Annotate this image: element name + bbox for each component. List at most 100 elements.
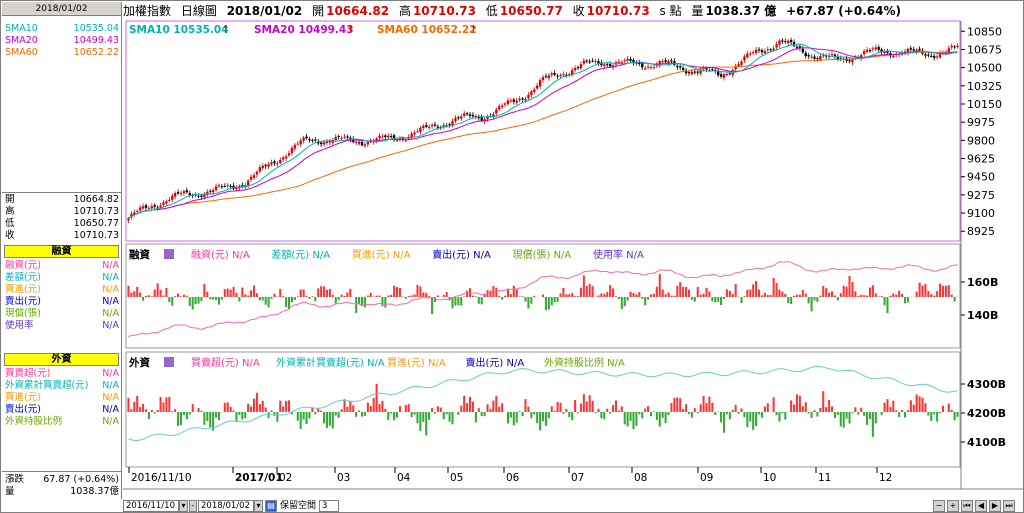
margin-bar xyxy=(179,296,183,297)
close-value: 10710.73 xyxy=(73,230,119,241)
date-tick-label: 03 xyxy=(337,472,350,484)
foreign-bar xyxy=(708,396,711,412)
candle-body xyxy=(387,135,390,138)
candle-body xyxy=(150,206,153,209)
margin-bar xyxy=(740,297,743,304)
margin-bar xyxy=(839,293,842,297)
margin-bar xyxy=(857,296,860,297)
margin-bar xyxy=(819,295,822,297)
margin-bar xyxy=(833,295,836,297)
margin-bar xyxy=(509,294,512,297)
margin-balance-line xyxy=(128,260,958,338)
end-date-dropdown-icon[interactable]: ▾ xyxy=(254,500,263,512)
candle-body xyxy=(728,73,732,75)
candle-body xyxy=(512,99,515,102)
low-label: 低 xyxy=(485,4,498,18)
zoom-in-icon[interactable]: + xyxy=(947,500,959,512)
foreign-title: 外資 xyxy=(4,353,119,366)
candle-body xyxy=(279,160,282,164)
foreign-bar xyxy=(159,396,162,412)
margin-bar xyxy=(171,297,174,306)
foreign-bar xyxy=(568,412,571,418)
margin-bar xyxy=(933,295,936,297)
price-panel-frame xyxy=(125,20,961,242)
foreign-bar xyxy=(842,412,845,428)
candle-body xyxy=(290,147,294,154)
foreign-bar xyxy=(939,412,942,414)
foreign-bar xyxy=(740,408,743,412)
candle-body xyxy=(317,141,320,144)
sma10-row: SMA10 10535.04 xyxy=(5,23,121,35)
candle-body xyxy=(792,41,796,46)
foreign-bar xyxy=(355,412,358,417)
next-page-icon[interactable]: ▶ xyxy=(989,500,1001,512)
foreign-bar xyxy=(133,401,136,412)
foreign-bar xyxy=(889,406,892,412)
candle-body xyxy=(915,49,918,52)
margin-bar xyxy=(390,294,393,297)
info-panel: 2018/01/02 SMA10 10535.04 SMA20 10499.43… xyxy=(2,2,122,499)
date-tick-label: 12 xyxy=(879,472,892,484)
foreign-bar xyxy=(822,391,825,412)
foreign-bar xyxy=(197,408,200,412)
sma20-value: 10499.43 xyxy=(73,35,119,46)
candle-body xyxy=(226,184,229,186)
candle-body xyxy=(664,60,667,63)
foreign-bar xyxy=(352,405,355,412)
candle-body xyxy=(503,103,507,105)
zoom-out-icon[interactable]: − xyxy=(933,500,945,512)
margin-bar xyxy=(696,286,699,297)
candle-body xyxy=(419,127,422,132)
candle-body xyxy=(258,167,261,172)
foreign-bar xyxy=(833,412,836,419)
margin-bar xyxy=(708,291,711,297)
margin-bar xyxy=(244,294,247,297)
indicator-value: N/A xyxy=(102,308,119,319)
keep-space-icon[interactable]: ▤ xyxy=(265,500,277,512)
first-page-icon[interactable]: ⏮ xyxy=(961,500,973,512)
margin-bar xyxy=(664,294,667,297)
margin-bar xyxy=(320,286,323,297)
start-date-field[interactable]: 2016/11/10 xyxy=(123,500,179,512)
foreign-bar xyxy=(267,412,270,419)
margin-bar xyxy=(682,286,685,297)
margin-bar xyxy=(235,292,238,297)
margin-bar xyxy=(892,293,895,297)
candle-body xyxy=(816,58,819,60)
foreign-bar xyxy=(153,412,156,414)
last-page-icon[interactable]: ⏭ xyxy=(1003,500,1015,512)
candle-body xyxy=(381,136,384,138)
margin-bar xyxy=(743,296,746,297)
margin-bar xyxy=(658,274,661,297)
foreign-legend-item: 賣出(元) N/A xyxy=(466,356,525,369)
candle-body xyxy=(241,185,244,187)
candle-body xyxy=(874,47,877,50)
foreign-bar xyxy=(953,412,956,421)
high-row: 高 10710.73 xyxy=(5,206,121,218)
margin-bar xyxy=(238,297,241,302)
margin-bar xyxy=(293,297,296,300)
start-date-dropdown-icon[interactable]: ▾ xyxy=(179,500,188,512)
margin-bar xyxy=(547,297,550,310)
foreign-bar xyxy=(813,410,816,412)
margin-bar xyxy=(425,292,428,297)
margin-bar xyxy=(679,282,682,297)
prev-page-icon[interactable]: ◀ xyxy=(975,500,987,512)
sma60-line xyxy=(128,51,958,219)
candle-body xyxy=(346,136,349,138)
index-name: 加權指數 xyxy=(123,4,172,18)
candle-body xyxy=(606,64,609,66)
indicator-value: N/A xyxy=(102,320,119,331)
candle-body xyxy=(754,49,758,54)
candle-body xyxy=(749,53,752,55)
candle-body xyxy=(877,46,880,50)
candle-body xyxy=(197,195,200,197)
open-value: 10664.82 xyxy=(326,4,390,18)
margin-bar xyxy=(264,297,267,305)
end-date-field[interactable]: 2018/01/02 xyxy=(198,500,254,512)
indicator-value: N/A xyxy=(102,416,119,427)
margin-bar xyxy=(267,297,270,308)
keep-space-field[interactable]: 3 xyxy=(319,500,339,512)
foreign-bar xyxy=(866,412,869,425)
